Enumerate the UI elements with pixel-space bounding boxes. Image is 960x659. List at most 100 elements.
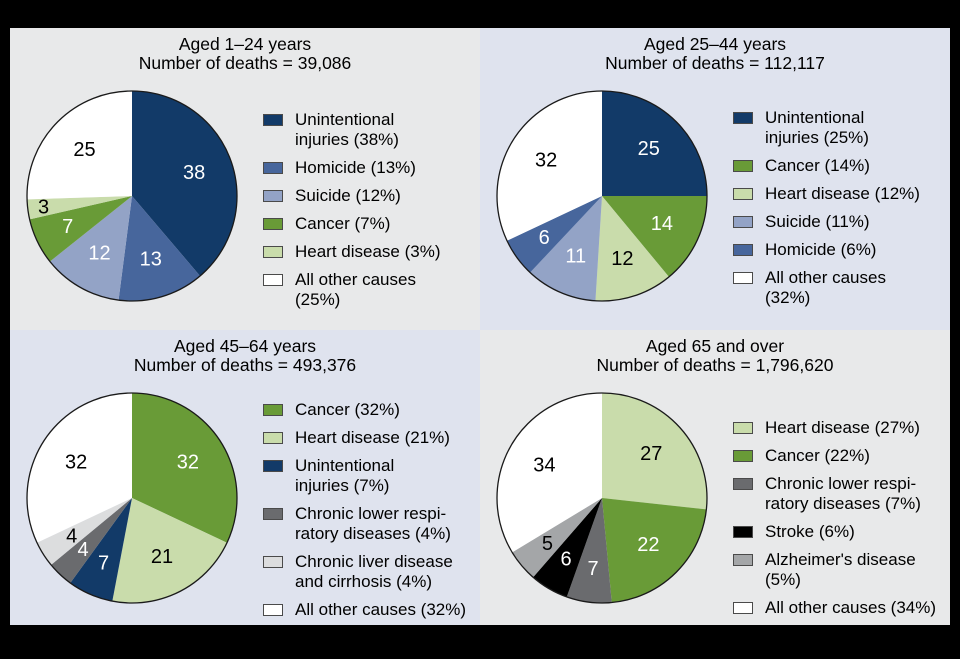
- pie-slice-label: 38: [183, 162, 205, 184]
- legend-swatch: [263, 556, 283, 568]
- pie-slice-label: 4: [66, 525, 77, 547]
- legend-swatch: [733, 160, 753, 172]
- legend-swatch: [733, 526, 753, 538]
- legend-item: Chronic liver disease and cirrhosis (4%): [263, 552, 478, 592]
- pie-slice: [602, 196, 707, 277]
- pie-outline: [496, 90, 708, 302]
- chart-header: Aged 25–44 years Number of deaths = 112,…: [480, 35, 950, 73]
- pie-svg: 25 14 12 11 6 32: [496, 90, 708, 302]
- legend-item: Heart disease (12%): [733, 184, 948, 204]
- pie-slice: [602, 91, 707, 196]
- legend-label: Cancer (7%): [295, 214, 391, 233]
- legend-swatch: [733, 188, 753, 200]
- chart-grid: Aged 1–24 years Number of deaths = 39,08…: [10, 28, 950, 625]
- legend-swatch: [263, 432, 283, 444]
- legend-item: Homicide (13%): [263, 158, 478, 178]
- legend-label: Cancer (32%): [295, 400, 400, 419]
- legend-swatch: [733, 244, 753, 256]
- pie-slice: [132, 91, 237, 276]
- legend-item: Unintentional injuries (38%): [263, 110, 478, 150]
- legend-swatch: [263, 218, 283, 230]
- pie-slice: [566, 498, 612, 603]
- legend-swatch: [733, 478, 753, 490]
- legend-label: Cancer (14%): [765, 156, 870, 175]
- legend-item: Unintentional injuries (7%): [263, 456, 478, 496]
- chart-title: Aged 45–64 years: [173, 336, 317, 356]
- pie-slice: [26, 393, 133, 543]
- pie-slice-label: 25: [638, 138, 660, 160]
- pie-slice-label: 11: [565, 246, 586, 268]
- legend-item: Suicide (12%): [263, 186, 478, 206]
- legend-item: Heart disease (21%): [263, 428, 478, 448]
- pie-slice: [530, 196, 602, 301]
- legend-swatch: [263, 404, 283, 416]
- pie-slice-label: 5: [542, 533, 553, 555]
- legend-item: Heart disease (3%): [263, 242, 478, 262]
- pie-chart: 32 21 7 4 4 32: [22, 388, 242, 608]
- pie-slice: [51, 498, 132, 583]
- legend-swatch: [733, 450, 753, 462]
- pie-slice: [27, 196, 132, 220]
- legend-label: Cancer (22%): [765, 446, 870, 465]
- legend-swatch: [263, 246, 283, 258]
- chart-subtitle: Number of deaths = 112,117: [605, 53, 825, 73]
- legend-swatch: [733, 112, 753, 124]
- legend-item: Suicide (11%): [733, 212, 948, 232]
- legend-item: Unintentional injuries (25%): [733, 108, 948, 148]
- pie-slice-label: 7: [98, 553, 109, 575]
- chart-title: Aged 25–44 years: [643, 34, 787, 54]
- legend-label: Heart disease (27%): [765, 418, 920, 437]
- legend-swatch: [263, 114, 283, 126]
- legend-swatch: [263, 460, 283, 472]
- pie-slice-label: 32: [535, 150, 557, 172]
- chart-panel-aged-65-over: Aged 65 and over Number of deaths = 1,79…: [480, 330, 950, 625]
- legend-label: Chronic lower respi-ratory diseases (7%): [765, 474, 921, 513]
- legend-item: All other causes (34%): [733, 598, 948, 618]
- legend-label: Chronic liver disease and cirrhosis (4%): [295, 552, 453, 591]
- legend-item: All other causes (32%): [263, 600, 478, 620]
- pie-outline: [496, 392, 708, 604]
- legend-label: Homicide (6%): [765, 240, 877, 259]
- pie-slice: [70, 498, 132, 602]
- legend: Heart disease (27%) Cancer (22%) Chronic l…: [733, 418, 948, 618]
- chart-title: Aged 65 and over: [645, 336, 785, 356]
- pie-svg: 38 13 12 73 25: [26, 90, 238, 302]
- pie-slice-label: 14: [651, 213, 673, 235]
- pie-slice: [26, 91, 133, 200]
- pie-slice: [29, 196, 132, 262]
- pie-slice-label: 7: [588, 558, 599, 580]
- legend-label: Heart disease (21%): [295, 428, 450, 447]
- chart-subtitle: Number of deaths = 1,796,620: [596, 355, 834, 375]
- pie-slice: [496, 91, 602, 241]
- legend-label: All other causes (34%): [765, 598, 937, 617]
- legend-item: Cancer (14%): [733, 156, 948, 176]
- legend-item: Homicide (6%): [733, 240, 948, 260]
- pie-slice-label: 6: [539, 227, 550, 249]
- legend-item: Heart disease (27%): [733, 418, 948, 438]
- legend-item: Alzheimer's disease (5%): [733, 550, 948, 590]
- legend-swatch: [263, 162, 283, 174]
- legend-swatch: [733, 554, 753, 566]
- pie-outline: [26, 90, 238, 302]
- legend-item: Chronic lower respi-ratory diseases (7%): [733, 474, 948, 514]
- legend-swatch: [733, 272, 753, 284]
- legend: Cancer (32%) Heart disease (21%) Unintenti…: [263, 400, 478, 620]
- pie-chart: 25 14 12 11 6 32: [492, 86, 712, 306]
- chart-panel-aged-25-44: Aged 25–44 years Number of deaths = 112,…: [480, 28, 950, 330]
- legend-swatch: [733, 216, 753, 228]
- legend-label: Suicide (12%): [295, 186, 401, 205]
- pie-slice-label: 4: [78, 539, 89, 561]
- legend-swatch: [263, 508, 283, 520]
- pie-slice-label: 3: [38, 196, 49, 218]
- legend-item: Cancer (32%): [263, 400, 478, 420]
- legend-label: Unintentional injuries (7%): [295, 456, 395, 495]
- pie-svg: 32 21 744 32: [26, 392, 238, 604]
- pie-slice-label: 21: [151, 546, 173, 568]
- legend-swatch: [733, 602, 753, 614]
- pie-slice: [118, 196, 201, 302]
- pie-chart: 27 22 7 6 5 34: [492, 388, 712, 608]
- chart-subtitle: Number of deaths = 493,376: [133, 355, 357, 375]
- pie-slice-label: 27: [640, 443, 662, 465]
- pie-slice: [497, 393, 602, 553]
